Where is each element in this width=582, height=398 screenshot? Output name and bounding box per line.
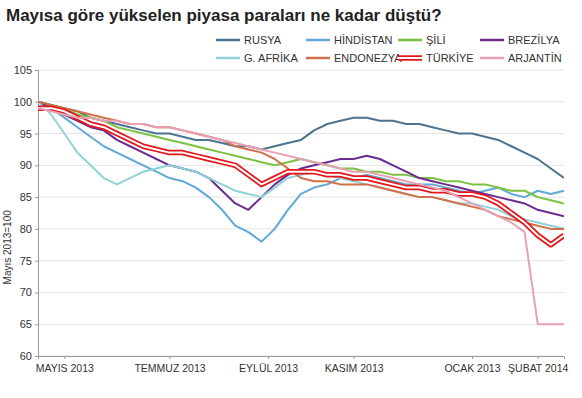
tick: 75: [20, 255, 38, 267]
tick: 80: [20, 223, 38, 235]
tick-label: EYLÜL 2013: [239, 362, 298, 374]
tick-mark: [35, 356, 38, 357]
legend-label: BREZİLYA: [508, 34, 560, 46]
tick: 100: [14, 96, 38, 108]
tick: 65: [20, 318, 38, 330]
tick-mark: [354, 356, 355, 359]
legend-item: ENDONEZYA: [306, 52, 402, 64]
legend-item: TÜRKİYE: [398, 52, 474, 64]
tick: OCAK 2013: [444, 356, 500, 374]
tick-label: TEMMUZ 2013: [134, 362, 205, 374]
grid-line: [38, 70, 564, 71]
tick-mark: [35, 165, 38, 166]
tick: MAYIS 2013: [36, 356, 94, 374]
legend-swatch: [480, 39, 504, 42]
tick: 85: [20, 191, 38, 203]
tick-label: 100: [14, 96, 32, 108]
grid-line: [38, 228, 564, 229]
legend-swatch: [398, 57, 422, 59]
tick-mark: [64, 356, 65, 359]
tick-label: 80: [20, 223, 32, 235]
tick: 105: [14, 64, 38, 76]
legend: RUSYA HİNDİSTAN ŞİLİ BREZİLYA G. AFRİKA ENDON…: [216, 34, 562, 64]
legend-swatch: [398, 39, 422, 42]
tick-label: 95: [20, 128, 32, 140]
tick-label: OCAK 2013: [444, 362, 500, 374]
tick: 90: [20, 159, 38, 171]
tick: 95: [20, 128, 38, 140]
tick-label: 90: [20, 159, 32, 171]
tick: ŞUBAT 2014: [508, 356, 568, 374]
tick-mark: [35, 70, 38, 71]
legend-item: G. AFRİKA: [216, 52, 298, 64]
tick-mark: [35, 292, 38, 293]
axis-line: [35, 71, 39, 357]
tick-label: 70: [20, 286, 32, 298]
legend-swatch: [216, 39, 240, 42]
tick-label: MAYIS 2013: [36, 362, 94, 374]
lines: [38, 102, 564, 324]
tick-mark: [538, 356, 539, 359]
legend-swatch: [398, 55, 422, 61]
grid: [38, 70, 564, 356]
tick: TEMMUZ 2013: [134, 356, 205, 374]
tick-label: 85: [20, 191, 32, 203]
legend-label: G. AFRİKA: [244, 52, 298, 64]
tick: KASIM 2013: [325, 356, 384, 374]
tick-mark: [35, 134, 38, 135]
legend-label: ŞİLİ: [426, 34, 446, 46]
legend-item: BREZİLYA: [480, 34, 560, 46]
legend-label: RUSYA: [244, 34, 282, 46]
tick-label: 60: [20, 350, 32, 362]
tick-label: 105: [14, 64, 32, 76]
grid-line: [38, 165, 564, 166]
line: [38, 108, 564, 245]
legend-label: ENDONEZYA: [334, 52, 402, 64]
line-outline: [38, 108, 564, 245]
tick-label: 65: [20, 318, 32, 330]
tick-mark: [170, 356, 171, 359]
grid-line: [38, 101, 564, 102]
tick-label: ŞUBAT 2014: [508, 362, 568, 374]
plot: 60 65 70 75 80 85 90 95 100 105 MAYIS 2013 TEMMUZ 2…: [14, 64, 569, 374]
chart: Mayısa göre yükselen piyasa paraları ne …: [0, 0, 582, 398]
tick-mark: [35, 102, 38, 103]
axis-title: Mayıs 2013=100: [2, 210, 13, 285]
tick: 60: [20, 350, 38, 362]
grid-line: [38, 324, 564, 325]
line: [38, 108, 564, 324]
legend-label: ARJANTİN: [508, 52, 562, 64]
axis-line: [39, 357, 565, 360]
tick-mark: [35, 324, 38, 325]
grid-line: [38, 260, 564, 261]
tick-mark: [35, 229, 38, 230]
legend-item: HİNDİSTAN: [306, 34, 393, 46]
tick-mark: [35, 261, 38, 262]
legend-item: ARJANTİN: [480, 52, 562, 64]
grid-line: [38, 292, 564, 293]
legend-item: RUSYA: [216, 34, 282, 46]
legend-item: ŞİLİ: [398, 34, 446, 46]
title: Mayısa göre yükselen piyasa paraları ne …: [6, 6, 442, 25]
legend-swatch: [480, 57, 504, 60]
y-axis: 60 65 70 75 80 85 90 95 100 105: [14, 64, 39, 362]
legend-label: HİNDİSTAN: [334, 34, 393, 46]
tick-label: KASIM 2013: [325, 362, 384, 374]
tick-mark: [472, 356, 473, 359]
tick-mark: [35, 197, 38, 198]
tick: EYLÜL 2013: [239, 356, 298, 374]
tick: 70: [20, 286, 38, 298]
tick-mark: [268, 356, 269, 359]
legend-swatch: [306, 57, 330, 60]
tick-label: 75: [20, 255, 32, 267]
legend-swatch: [306, 39, 330, 42]
legend-swatch: [216, 57, 240, 60]
legend-label: TÜRKİYE: [426, 52, 474, 64]
x-axis: MAYIS 2013 TEMMUZ 2013 EYLÜL 2013 KASIM 201…: [36, 356, 569, 374]
line: [38, 102, 564, 204]
